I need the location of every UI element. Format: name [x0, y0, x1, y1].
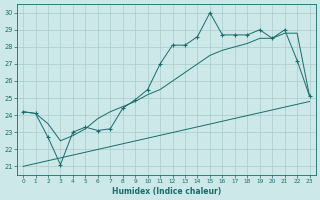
X-axis label: Humidex (Indice chaleur): Humidex (Indice chaleur)	[112, 187, 221, 196]
